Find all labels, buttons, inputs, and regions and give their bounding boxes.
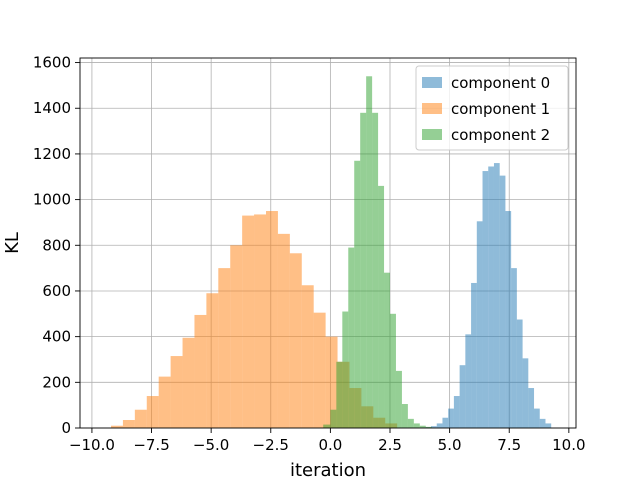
x-tick-label: 10.0: [552, 436, 585, 454]
histogram-bar: [372, 112, 379, 428]
x-tick-label: 5.0: [438, 436, 462, 454]
series-2-bars: [323, 76, 432, 428]
series-0-bars: [425, 163, 552, 429]
histogram-bar: [336, 361, 343, 428]
y-tick-label: 400: [42, 328, 71, 346]
x-tick-label: 0.0: [318, 436, 342, 454]
histogram-bar: [545, 423, 552, 428]
y-tick-label: 800: [42, 236, 71, 254]
histogram-bar: [419, 425, 426, 428]
y-axis-label: KL: [2, 232, 23, 254]
histogram-bar: [522, 358, 529, 428]
histogram-bar: [384, 272, 390, 428]
histogram-bar: [401, 404, 408, 428]
y-tick-label: 1200: [33, 145, 71, 163]
histogram-bar: [360, 112, 367, 428]
histogram-bar: [516, 319, 523, 428]
histogram-bar: [158, 376, 171, 428]
histogram-bar: [448, 408, 454, 428]
series-1-bars: [111, 211, 398, 428]
histogram-bar: [182, 337, 195, 428]
histogram-bar: [342, 311, 349, 428]
x-tick-label: 2.5: [378, 436, 402, 454]
histogram-bar: [476, 221, 483, 428]
legend-item: component 1: [422, 100, 550, 118]
histogram-bar: [511, 268, 517, 428]
histogram-bar: [146, 396, 159, 428]
histogram-bar: [482, 171, 489, 429]
legend-label: component 2: [451, 126, 550, 144]
x-tick-label: −10.0: [69, 436, 115, 454]
histogram-bar: [442, 417, 449, 428]
legend-item: component 2: [422, 126, 550, 144]
y-axis-ticks: 0 200 400 600 800 1000 1200 1400 1600: [33, 54, 80, 437]
legend-label: component 1: [451, 100, 550, 118]
histogram-bar: [459, 365, 466, 428]
histogram-bar: [436, 423, 443, 428]
histogram-bar: [348, 247, 355, 428]
x-tick-label: 7.5: [497, 436, 521, 454]
legend-swatch: [422, 129, 442, 140]
histogram-bar: [289, 253, 302, 428]
x-axis-ticks: −10.0 −7.5 −5.0 −2.5 0.0 2.5 5.0 7.5 10.0: [69, 428, 586, 454]
histogram-bar: [453, 396, 460, 428]
histogram-bar: [471, 282, 477, 428]
legend-box: [415, 65, 569, 151]
histogram-bar: [390, 313, 396, 428]
histogram-bars: [111, 76, 552, 429]
legend-swatch: [422, 103, 442, 114]
y-tick-label: 200: [42, 373, 71, 391]
histogram-bar: [395, 370, 402, 428]
histogram-bar: [354, 160, 361, 428]
legend: component 0 component 1 component 2: [415, 65, 569, 151]
histogram-bar: [242, 215, 255, 428]
histogram-bar: [206, 293, 219, 428]
histogram-bar: [366, 76, 373, 428]
histogram-bar: [170, 356, 183, 428]
histogram-bar: [534, 408, 540, 428]
histogram-bar: [277, 233, 290, 428]
histogram-bar: [425, 426, 432, 428]
histogram-bar: [413, 423, 420, 428]
histogram-bar: [230, 245, 243, 428]
plot-frame: [79, 57, 577, 429]
histogram-bar: [134, 409, 147, 428]
legend-item: component 0: [422, 74, 550, 92]
y-tick-label: 600: [42, 282, 71, 300]
y-tick-label: 0: [61, 419, 71, 437]
histogram-bar: [266, 211, 278, 428]
histogram-bar: [301, 285, 314, 428]
y-tick-label: 1600: [33, 54, 71, 72]
x-tick-label: −2.5: [253, 436, 289, 454]
y-tick-label: 1400: [33, 99, 71, 117]
histogram-bar: [111, 425, 123, 428]
histogram-bar: [528, 388, 535, 428]
histogram-bar: [539, 418, 546, 428]
x-tick-label: −7.5: [133, 436, 169, 454]
histogram-bar: [465, 334, 472, 428]
y-tick-label: 1000: [33, 191, 71, 209]
histogram-bar: [407, 418, 414, 428]
histogram-bar: [499, 175, 506, 428]
histogram-bar: [493, 163, 500, 429]
legend-label: component 0: [451, 74, 550, 92]
histogram-bar: [325, 336, 338, 428]
histogram-bar: [330, 409, 337, 428]
x-tick-label: −5.0: [193, 436, 229, 454]
histogram-bar: [122, 420, 135, 428]
histogram-bar: [431, 426, 437, 428]
histogram-bar: [194, 314, 207, 428]
x-axis-label: iteration: [290, 460, 366, 480]
histogram-bar: [313, 312, 326, 428]
histogram-bar: [505, 211, 512, 428]
histogram-bar: [378, 185, 385, 428]
histogram-bar: [323, 424, 331, 428]
histogram-bar: [488, 166, 494, 428]
histogram-bar: [218, 268, 231, 428]
legend-swatch: [422, 77, 442, 88]
histogram-bar: [254, 214, 266, 428]
